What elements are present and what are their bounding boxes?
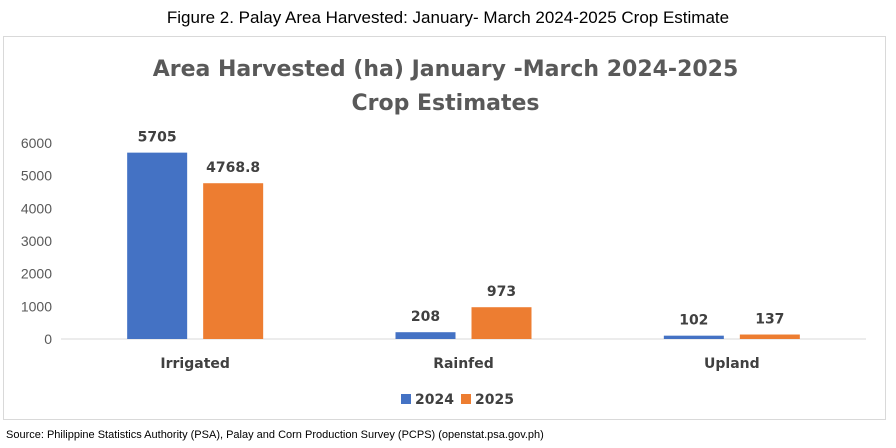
- y-tick-label: 2000: [21, 266, 52, 282]
- data-label: 137: [755, 312, 784, 328]
- bar-2024-upland: [663, 335, 724, 339]
- bar-2024-rainfed: [395, 332, 456, 339]
- data-label: 5705: [138, 130, 177, 146]
- y-tick-label: 6000: [21, 135, 52, 151]
- legend-label-2024: 2024: [415, 392, 454, 408]
- y-tick-label: 1000: [21, 298, 52, 314]
- chart-frame: Area Harvested (ha) January -March 2024-…: [3, 36, 886, 420]
- data-label: 973: [487, 284, 516, 300]
- data-label: 4768.8: [206, 160, 260, 176]
- chart-title-line-2: Crop Estimates: [351, 91, 540, 116]
- bar-2024-irrigated: [127, 152, 188, 339]
- y-tick-label: 0: [44, 331, 52, 347]
- x-category-label: Upland: [704, 356, 760, 372]
- x-category-label: Rainfed: [433, 356, 494, 372]
- bar-chart: 0 1000 2000 3000 4000 5000 6000 5705 4768.8 Irrig…: [21, 130, 866, 408]
- legend-label-2025: 2025: [475, 392, 514, 408]
- y-tick-label: 5000: [21, 168, 52, 184]
- data-label: 208: [411, 309, 440, 325]
- bar-2025-upland: [739, 334, 800, 339]
- y-tick-label: 3000: [21, 233, 52, 249]
- bar-2025-rainfed: [471, 307, 532, 339]
- bar-2025-irrigated: [203, 183, 264, 339]
- data-label: 102: [679, 313, 708, 329]
- y-tick-label: 4000: [21, 200, 52, 216]
- source-note: Source: Philippine Statistics Authority …: [6, 429, 544, 441]
- chart-title-line-1: Area Harvested (ha) January -March 2024-…: [152, 57, 739, 82]
- legend-swatch-2025: [461, 394, 471, 404]
- figure-caption: Figure 2. Palay Area Harvested: January-…: [166, 8, 730, 27]
- x-category-label: Irrigated: [160, 356, 230, 372]
- legend-swatch-2024: [401, 394, 411, 404]
